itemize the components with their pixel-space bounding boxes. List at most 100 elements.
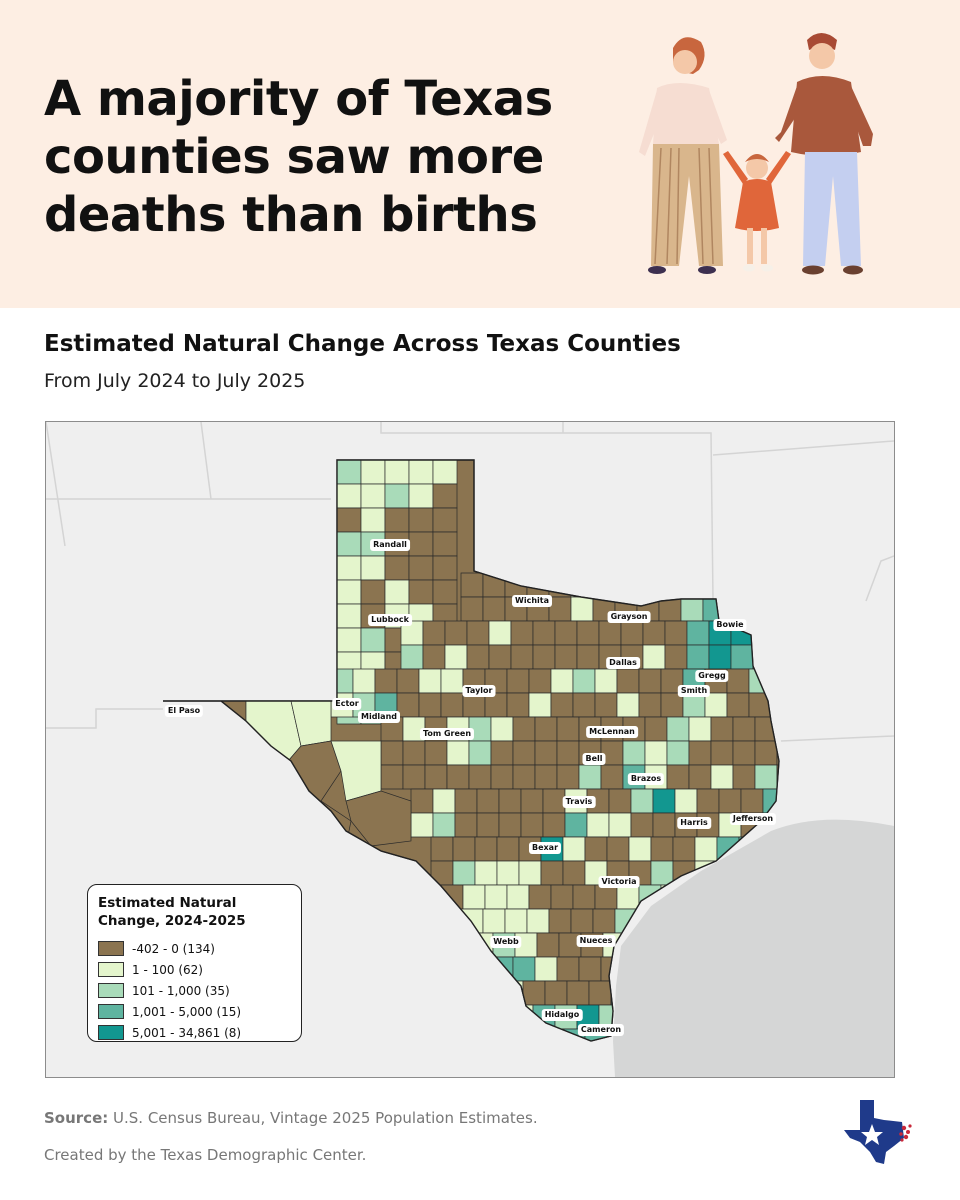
county-label: Tom Green [419,728,475,740]
county-label: Travis [562,796,596,808]
county [454,788,478,814]
county-label: Victoria [598,876,640,888]
county-label: Bexar [528,842,562,854]
hero-banner: A majority of Texas counties saw more de… [0,0,960,308]
county [708,644,732,670]
county [432,579,458,605]
county [666,716,690,742]
county [652,812,676,838]
credit-line: Created by the Texas Demographic Center. [44,1146,367,1164]
county [432,531,458,557]
source-text: U.S. Census Bureau, Vintage 2025 Populat… [113,1109,538,1127]
county [336,603,362,629]
county [576,644,600,670]
county [688,716,712,742]
county [570,596,594,622]
county [576,620,600,646]
legend-title: Estimated Natural Change, 2024-2025 [98,895,246,929]
county-label: Hidalgo [541,1009,583,1021]
county [336,460,362,485]
county [694,836,718,862]
county-label: McLennan [586,726,638,738]
county [360,579,386,605]
county [520,788,544,814]
county [444,644,468,670]
county [522,980,546,1006]
legend-swatch [98,983,124,998]
county-label: Bowie [713,619,747,631]
county [440,692,464,718]
county [432,507,458,533]
county [418,692,442,718]
county [432,555,458,581]
county [650,860,674,886]
county [570,908,594,934]
county [408,483,434,509]
texas-map: Randall Wichita Grayson Bowie Lubbock Dallas G… [45,421,895,1078]
county [562,836,586,862]
county [528,884,552,910]
county [732,764,756,790]
county [562,860,586,886]
county-label: Webb [490,936,522,948]
county [776,740,779,766]
county [664,644,688,670]
county [496,860,520,886]
county-label: Randall [370,539,410,551]
county [476,812,500,838]
county [710,740,734,766]
legend-label: 101 - 1,000 (35) [132,983,230,998]
county-label: Jefferson [729,813,777,825]
county [566,980,590,1006]
county [594,668,618,694]
county [696,788,720,814]
county [336,507,362,533]
county [554,644,578,670]
county [374,668,398,694]
county [534,716,558,742]
county [608,788,632,814]
county [408,555,434,581]
county [730,644,754,670]
county [432,460,458,485]
county [594,692,618,718]
county [402,740,426,766]
county [532,644,556,670]
county [336,627,362,653]
source-label: Source: [44,1109,109,1127]
county [352,668,376,694]
family-illustration [639,33,873,275]
county-label: Taylor [462,685,496,697]
county [650,836,674,862]
county [384,483,410,509]
county-label: Smith [677,685,711,697]
county [754,740,778,766]
county [336,531,362,557]
county-label: Bell [582,753,606,765]
county [410,788,434,814]
county [512,716,536,742]
headline: A majority of Texas counties saw more de… [44,71,553,243]
county [616,884,640,910]
county [586,812,610,838]
county [424,764,448,790]
county [578,764,602,790]
county [680,596,704,622]
county [638,692,662,718]
county [540,860,564,886]
county [468,740,492,766]
child-figure [723,151,791,272]
county [642,620,666,646]
county-label: El Paso [164,705,204,717]
county [488,620,512,646]
map-legend: Estimated Natural Change, 2024-2025 -402… [87,884,302,1042]
map-title: Estimated Natural Change Across Texas Co… [44,331,681,357]
county [384,555,410,581]
source-line: Source: U.S. Census Bureau, Vintage 2025… [44,1109,538,1127]
county [490,716,514,742]
county [422,644,446,670]
county [642,644,666,670]
county [608,812,632,838]
county [620,620,644,646]
county [666,764,690,790]
